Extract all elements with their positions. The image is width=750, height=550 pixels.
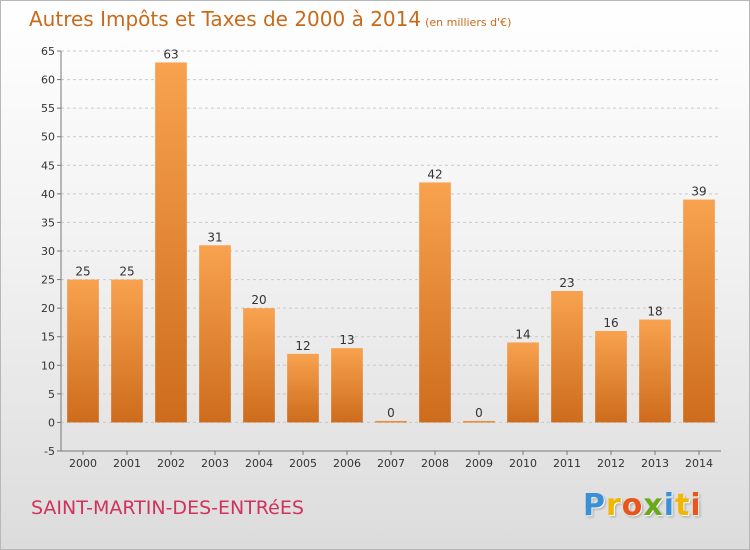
bar-2001: [111, 279, 143, 423]
y-tick-label: 25: [41, 274, 55, 287]
value-label-2009: 0: [475, 406, 483, 420]
y-tick-label: 20: [41, 302, 55, 315]
y-tick-label: 35: [41, 216, 55, 229]
bar-2014: [683, 199, 715, 423]
bar-2012: [595, 331, 627, 423]
chart-title: Autres Impôts et Taxes de 2000 à 2014 (en…: [29, 7, 511, 31]
bar-2013: [639, 319, 671, 423]
value-label-2003: 31: [207, 230, 222, 244]
bar-2000: [67, 279, 99, 423]
logo-letter: P: [583, 488, 606, 523]
x-tick-label: 2007: [377, 457, 405, 470]
x-tick-label: 2014: [685, 457, 713, 470]
y-tick-label: 40: [41, 188, 55, 201]
bar-2002: [155, 62, 187, 423]
x-tick-label: 2008: [421, 457, 449, 470]
proxiti-logo: Proxiti: [583, 488, 702, 523]
logo-letter: i: [663, 488, 676, 523]
logo-letter: o: [621, 488, 644, 523]
x-tick-label: 2001: [113, 457, 141, 470]
x-tick-label: 2004: [245, 457, 273, 470]
x-tick-label: 2011: [553, 457, 581, 470]
logo-letter: t: [675, 488, 691, 523]
value-label-2011: 23: [559, 276, 574, 290]
logo-letter: i: [690, 488, 702, 523]
y-tick-label: 30: [41, 245, 55, 258]
x-tick-label: 2006: [333, 457, 361, 470]
x-tick-label: 2002: [157, 457, 185, 470]
x-tick-label: 2009: [465, 457, 493, 470]
value-label-2000: 25: [75, 265, 90, 279]
value-label-2002: 63: [163, 47, 178, 61]
y-tick-label: 0: [48, 416, 55, 429]
chart-title-text: Autres Impôts et Taxes de 2000 à 2014: [29, 7, 422, 31]
value-label-2014: 39: [691, 185, 706, 199]
value-label-2008: 42: [427, 167, 442, 181]
value-label-2013: 18: [647, 305, 662, 319]
value-label-2005: 12: [295, 339, 310, 353]
y-tick-label: -5: [44, 445, 55, 458]
value-label-2012: 16: [603, 316, 618, 330]
y-tick-label: 60: [41, 74, 55, 87]
y-tick-label: 45: [41, 159, 55, 172]
bar-2010: [507, 342, 539, 423]
x-tick-label: 2010: [509, 457, 537, 470]
logo-letter: x: [643, 488, 664, 523]
value-label-2001: 25: [119, 265, 134, 279]
y-tick-label: 10: [41, 359, 55, 372]
value-label-2007: 0: [387, 406, 395, 420]
bars: 25 25 63 31 20 12 13 0 42 0 14 23 16 18 39: [67, 47, 715, 423]
x-tick-label: 2003: [201, 457, 229, 470]
value-label-2006: 13: [339, 333, 354, 347]
bar-2009: [463, 420, 495, 423]
bar-2011: [551, 291, 583, 423]
bar-2007: [375, 420, 407, 423]
value-label-2004: 20: [251, 293, 266, 307]
y-tick-label: 50: [41, 131, 55, 144]
bar-2008: [419, 182, 451, 423]
y-tick-label: 55: [41, 102, 55, 115]
y-tick-label: 5: [48, 388, 55, 401]
x-tick-label: 2013: [641, 457, 669, 470]
bar-2006: [331, 348, 363, 423]
x-tick-label: 2000: [69, 457, 97, 470]
commune-name: SAINT-MARTIN-DES-ENTRéES: [31, 497, 304, 519]
y-tick-label: 65: [41, 45, 55, 58]
bar-2003: [199, 245, 231, 423]
logo-letter: r: [606, 488, 622, 523]
chart-subtitle: (en milliers d'€): [425, 16, 512, 29]
value-label-2010: 14: [515, 327, 530, 341]
x-tick-label: 2005: [289, 457, 317, 470]
y-tick-label: 15: [41, 331, 55, 344]
bar-2004: [243, 308, 275, 423]
x-tick-label: 2012: [597, 457, 625, 470]
bar-2005: [287, 353, 319, 423]
